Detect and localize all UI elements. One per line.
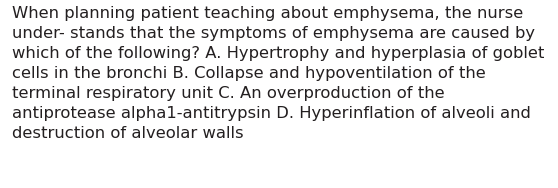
Text: When planning patient teaching about emphysema, the nurse
under- stands that the: When planning patient teaching about emp… — [12, 6, 545, 141]
